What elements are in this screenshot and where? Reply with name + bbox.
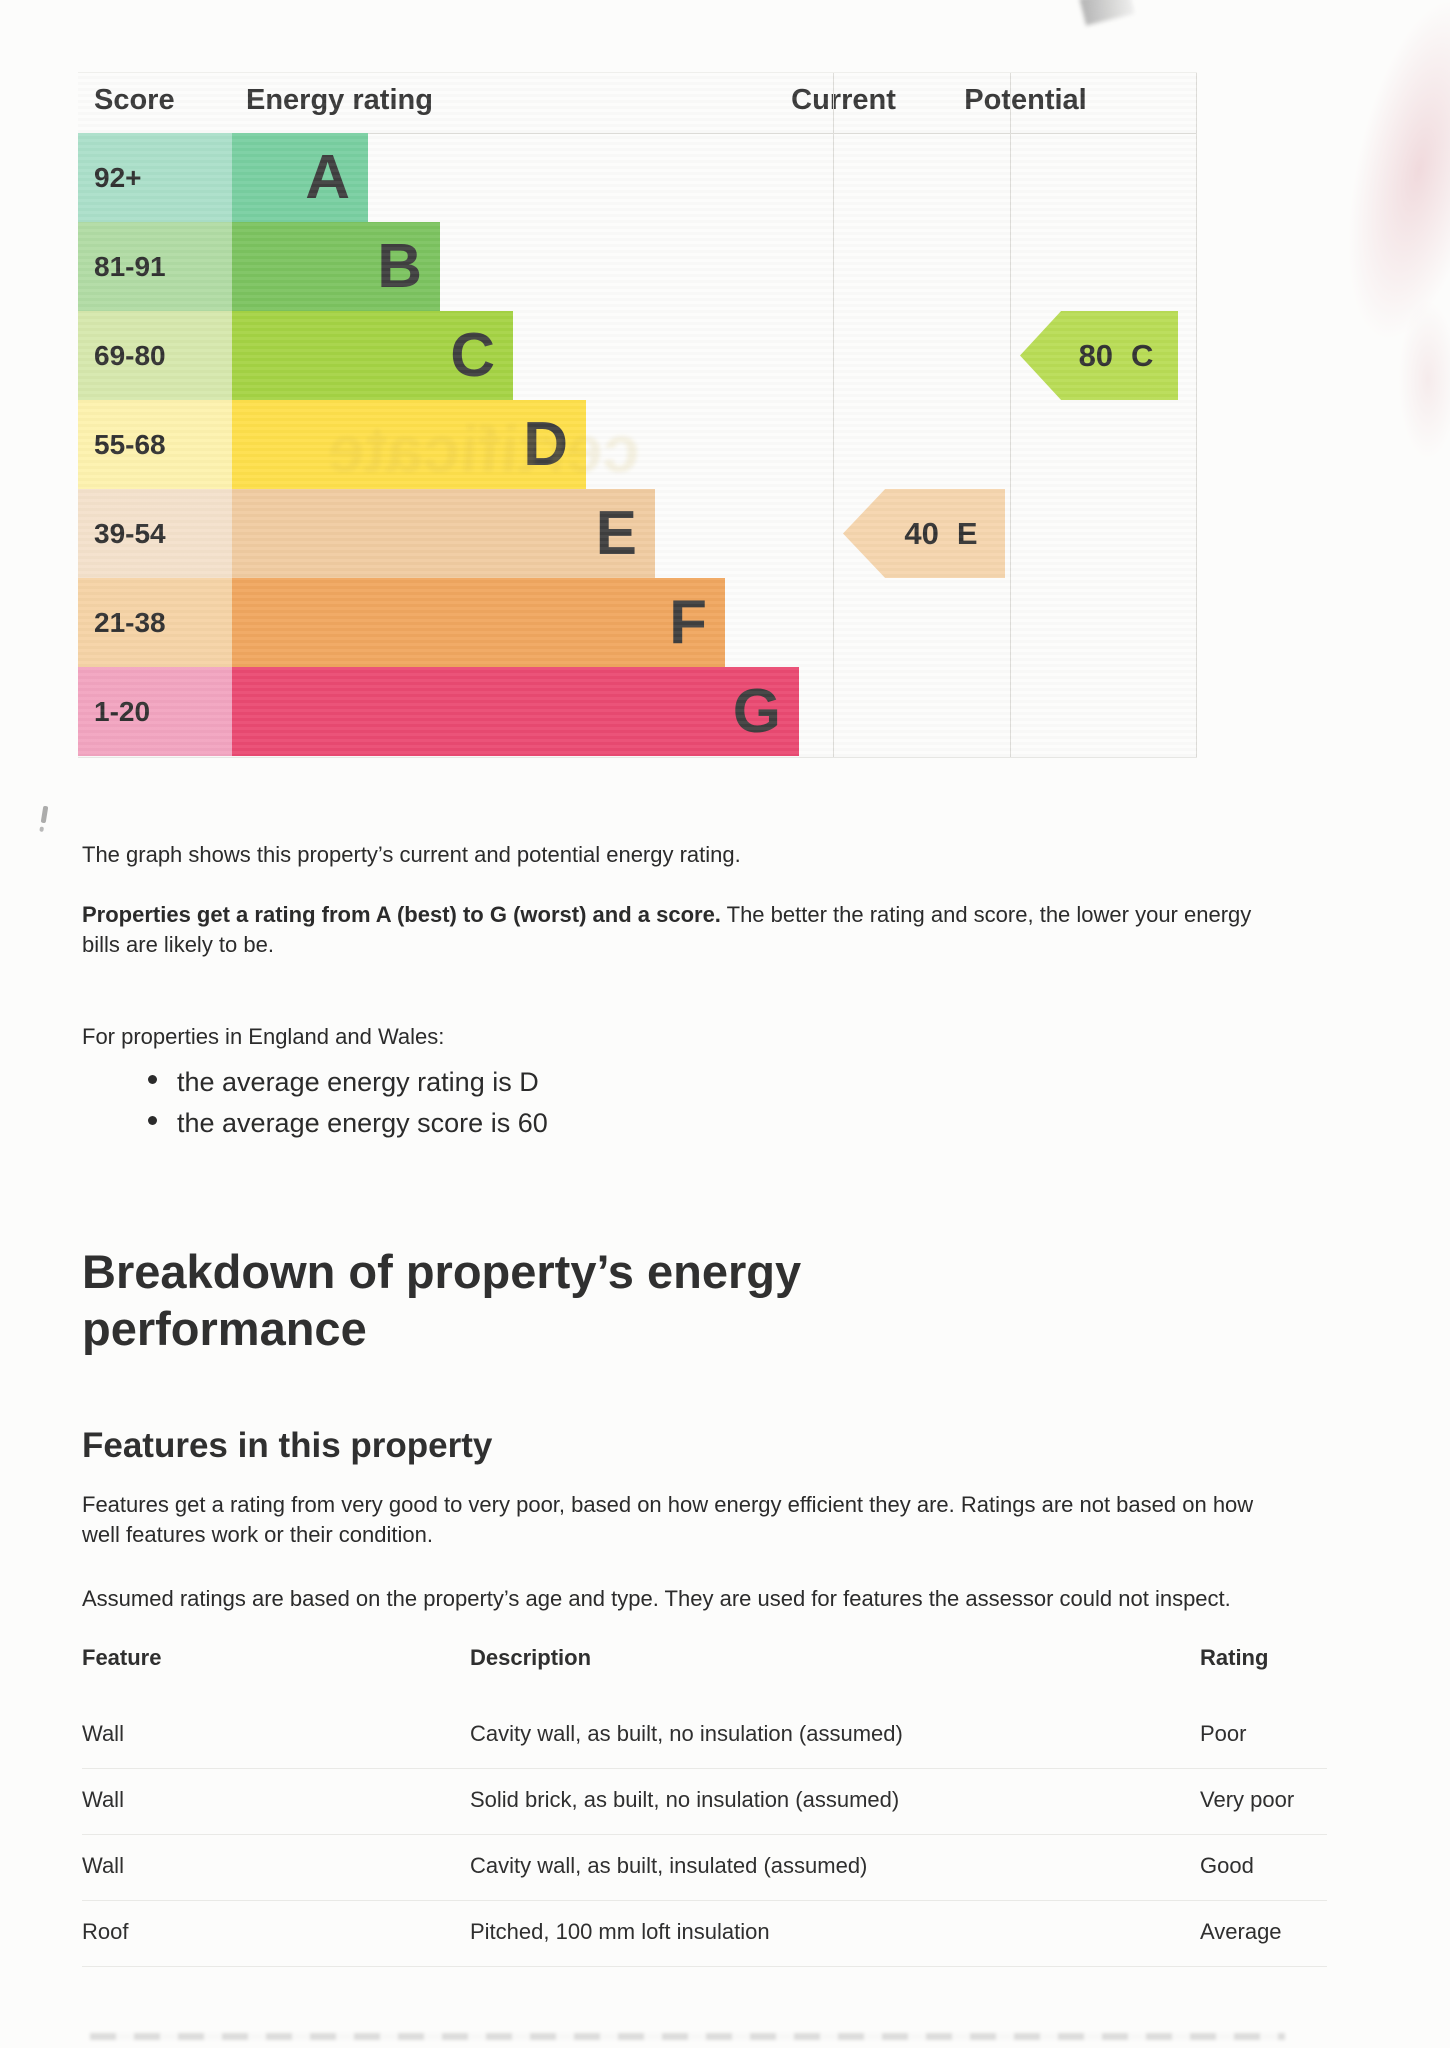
rating-bands: 92+ A 81-91 B 69-80 C 55-68 D 39-54 E 21-38 F 1-20 G xyxy=(78,133,1197,756)
features-table-body: Wall Cavity wall, as built, no insulation… xyxy=(82,1703,1327,1967)
rating-cell: Good xyxy=(1200,1853,1254,1878)
potential-column-divider xyxy=(1010,73,1011,757)
score-range-label: 21-38 xyxy=(94,606,166,638)
list-item: the average energy rating is D xyxy=(148,1062,548,1103)
description-column-header: Description xyxy=(470,1645,592,1670)
rating-explainer-bold: Properties get a rating from A (best) to… xyxy=(82,902,721,927)
current-column-divider xyxy=(833,73,834,757)
rating-column-header: Rating xyxy=(1200,1645,1269,1670)
list-item: the average energy score is 60 xyxy=(148,1103,548,1144)
breakdown-heading: Breakdown of property’s energy performan… xyxy=(82,1245,802,1356)
scan-corner-mark-artifact xyxy=(1079,0,1135,26)
score-range-cell xyxy=(78,311,232,400)
score-range-label: 39-54 xyxy=(94,517,166,549)
scan-margin-mark-artifact xyxy=(40,805,49,824)
rating-band-bar-e: E xyxy=(232,489,655,578)
rating-band-row-d: 55-68 D xyxy=(78,400,1197,489)
current-rating-letter: E xyxy=(956,515,978,551)
table-row: Wall Solid brick, as built, no insulation… xyxy=(82,1769,1327,1835)
feature-column-header: Feature xyxy=(82,1645,162,1670)
bullet-icon xyxy=(148,1075,157,1084)
rating-band-row-b: 81-91 B xyxy=(78,222,1197,311)
description-cell: Solid brick, as built, no insulation (as… xyxy=(470,1787,900,1812)
graph-caption: The graph shows this property’s current … xyxy=(82,842,741,867)
rating-explainer-rest: The better the rating and score, the low… xyxy=(82,902,1252,957)
rating-band-bar-a: A xyxy=(232,133,368,222)
potential-rating-letter: C xyxy=(1131,337,1154,373)
energy-rating-column-header: Energy rating xyxy=(246,84,433,116)
description-cell: Pitched, 100 mm loft insulation xyxy=(470,1919,770,1944)
score-range-cell xyxy=(78,400,232,489)
rating-band-bar-d: D xyxy=(232,400,586,489)
feature-cell: Roof xyxy=(82,1919,129,1944)
feature-cell: Wall xyxy=(82,1853,124,1878)
score-range-cell xyxy=(78,489,232,578)
scan-smudge-artifact xyxy=(1398,300,1450,460)
assumed-ratings-para: Assumed ratings are based on the propert… xyxy=(82,1586,1231,1611)
scan-smudge-artifact xyxy=(1317,0,1450,360)
features-table-header: Feature Description Rating xyxy=(82,1645,1327,1703)
current-column-header: Current xyxy=(791,84,896,116)
bullet-icon xyxy=(148,1116,157,1125)
description-cell: Cavity wall, as built, insulated (assume… xyxy=(470,1853,868,1878)
potential-rating-score: 80 xyxy=(1078,337,1114,373)
score-range-label: 69-80 xyxy=(94,339,166,371)
score-column-header: Score xyxy=(94,84,175,116)
table-row: Wall Cavity wall, as built, insulated (as… xyxy=(82,1835,1327,1901)
score-range-label: 55-68 xyxy=(94,428,166,460)
average-stats-list: the average energy rating is D the avera… xyxy=(148,1062,548,1144)
description-cell: Cavity wall, as built, no insulation (as… xyxy=(470,1721,903,1746)
rating-band-bar-g: G xyxy=(232,667,799,756)
average-rating-text: the average energy rating is D xyxy=(177,1067,539,1097)
rating-band-row-c: 69-80 C xyxy=(78,311,1197,400)
features-table: Feature Description Rating Wall Cavity wa… xyxy=(82,1645,1327,1967)
rating-band-row-g: 1-20 G xyxy=(78,667,1197,756)
england-wales-intro: For properties in England and Wales: xyxy=(82,1024,445,1049)
chart-header-row: Score Energy rating Current Potential xyxy=(78,73,1197,134)
rating-explainer: Properties get a rating from A (best) to… xyxy=(82,900,1292,960)
rating-band-row-f: 21-38 F xyxy=(78,578,1197,667)
score-range-cell xyxy=(78,667,232,756)
score-range-label: 1-20 xyxy=(94,695,151,727)
rating-cell: Poor xyxy=(1200,1721,1247,1746)
rating-band-bar-b: B xyxy=(232,222,440,311)
rating-cell: Very poor xyxy=(1200,1787,1295,1812)
score-range-label: 92+ xyxy=(94,161,142,193)
table-row: Wall Cavity wall, as built, no insulation… xyxy=(82,1703,1327,1769)
potential-column-header: Potential xyxy=(964,84,1087,116)
table-row: Roof Pitched, 100 mm loft insulation Avera… xyxy=(82,1901,1327,1967)
features-rating-para: Features get a rating from very good to … xyxy=(82,1492,1254,1547)
rating-band-row-a: 92+ A xyxy=(78,133,1197,222)
average-score-text: the average energy score is 60 xyxy=(177,1108,548,1138)
feature-cell: Wall xyxy=(82,1787,124,1812)
rating-cell: Average xyxy=(1200,1919,1282,1944)
score-range-label: 81-91 xyxy=(94,250,166,282)
feature-cell: Wall xyxy=(82,1721,124,1746)
energy-rating-chart: Score Energy rating Current Potential 92… xyxy=(78,72,1197,758)
rating-band-bar-f: F xyxy=(232,578,725,667)
score-range-cell xyxy=(78,133,232,222)
features-heading: Features in this property xyxy=(82,1426,493,1466)
cutoff-text-artifact xyxy=(90,2033,1285,2040)
table-right-border xyxy=(1196,73,1197,757)
rating-band-row-e: 39-54 E xyxy=(78,489,1197,578)
current-rating-score: 40 xyxy=(904,515,939,551)
rating-band-bar-c: C xyxy=(232,311,513,400)
score-range-cell xyxy=(78,222,232,311)
score-range-cell xyxy=(78,578,232,667)
